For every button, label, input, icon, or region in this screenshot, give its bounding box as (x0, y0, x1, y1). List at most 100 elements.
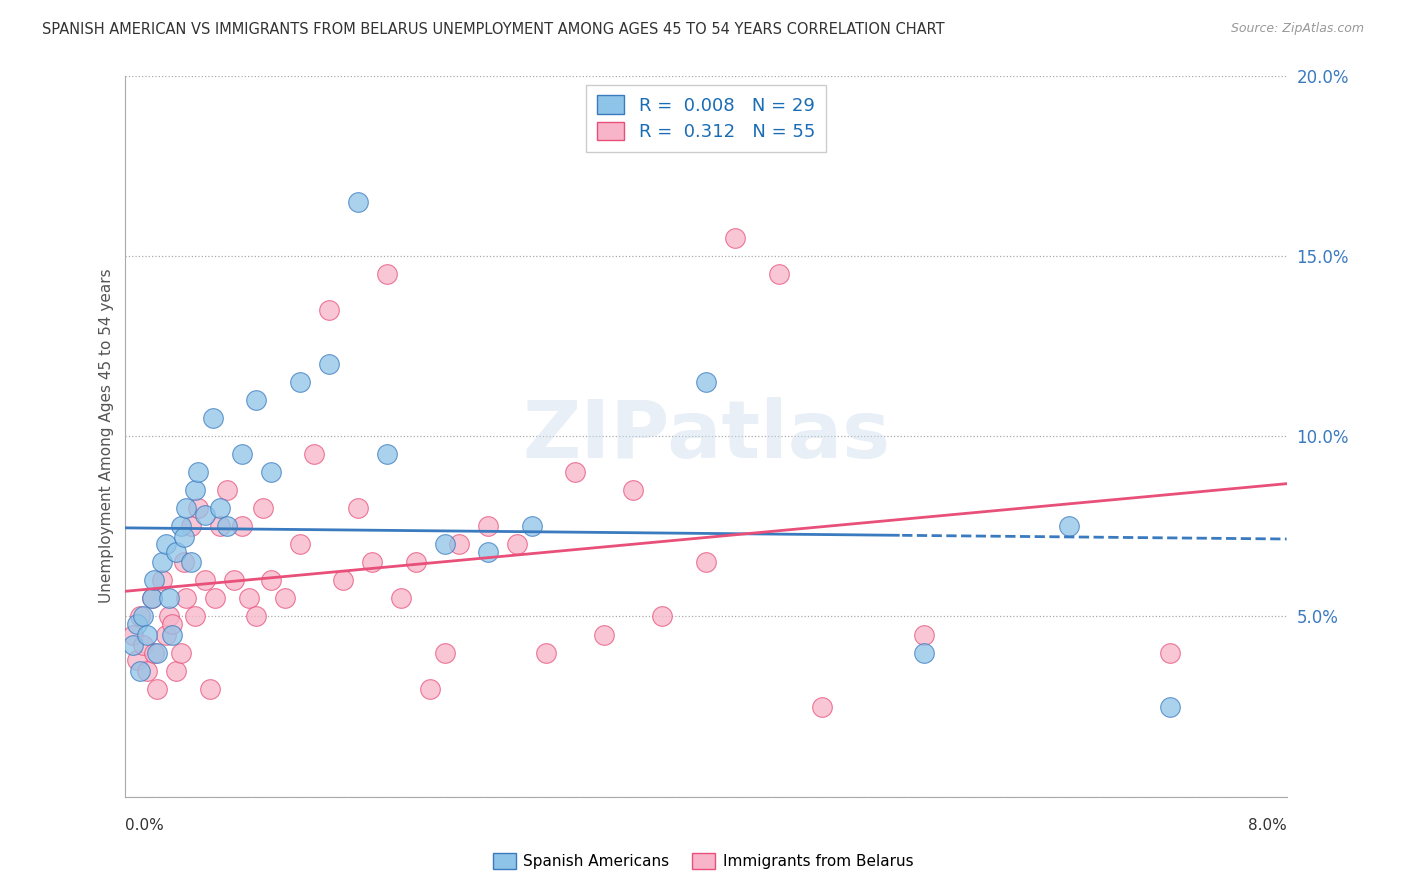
Point (176, 501, 198, 516)
Point (136, 664, 159, 678)
Point (259, 465, 281, 479)
Point (593, 627, 616, 641)
Point (204, 591, 226, 606)
Point (184, 483, 207, 498)
Point (1057, 519, 1080, 533)
Point (389, 591, 412, 606)
Point (623, 483, 645, 498)
Point (695, 555, 717, 569)
Point (433, 537, 456, 551)
Point (184, 609, 207, 624)
Point (173, 555, 195, 569)
Point (288, 375, 311, 389)
Point (477, 519, 499, 533)
Point (238, 591, 260, 606)
Point (121, 627, 143, 641)
Point (231, 519, 253, 533)
Point (129, 664, 152, 678)
Point (245, 393, 267, 408)
Point (217, 519, 239, 533)
Point (477, 544, 499, 558)
Point (695, 375, 717, 389)
Point (346, 501, 368, 516)
Point (208, 501, 231, 516)
Point (217, 483, 239, 498)
Point (208, 519, 231, 533)
Point (449, 537, 471, 551)
Point (129, 609, 152, 624)
Point (1159, 699, 1181, 714)
Point (143, 646, 166, 660)
Point (187, 465, 209, 479)
Point (187, 501, 209, 516)
Legend: R =  0.008   N = 29, R =  0.312   N = 55: R = 0.008 N = 29, R = 0.312 N = 55 (586, 85, 825, 153)
Point (768, 267, 790, 281)
Point (419, 681, 441, 696)
Point (651, 609, 673, 624)
Point (318, 302, 340, 317)
Point (180, 555, 202, 569)
Point (536, 646, 558, 660)
Point (121, 638, 143, 652)
Legend: Spanish Americans, Immigrants from Belarus: Spanish Americans, Immigrants from Belar… (486, 847, 920, 875)
Point (245, 609, 267, 624)
Point (912, 627, 935, 641)
Point (173, 530, 195, 544)
Point (506, 537, 529, 551)
Point (165, 664, 187, 678)
Point (180, 519, 202, 533)
Point (361, 555, 384, 569)
Point (252, 501, 274, 516)
Point (433, 646, 456, 660)
Point (405, 555, 427, 569)
Point (724, 231, 747, 245)
Point (132, 638, 155, 652)
Point (375, 447, 398, 461)
Point (198, 681, 221, 696)
Point (811, 699, 834, 714)
Point (141, 591, 163, 606)
Text: Source: ZipAtlas.com: Source: ZipAtlas.com (1230, 22, 1364, 36)
Point (155, 537, 177, 551)
Text: SPANISH AMERICAN VS IMMIGRANTS FROM BELARUS UNEMPLOYMENT AMONG AGES 45 TO 54 YEA: SPANISH AMERICAN VS IMMIGRANTS FROM BELA… (42, 22, 945, 37)
Point (136, 627, 159, 641)
Point (302, 447, 325, 461)
Text: 8.0%: 8.0% (1249, 819, 1286, 833)
Point (224, 574, 246, 588)
Point (157, 609, 180, 624)
Point (150, 574, 173, 588)
Point (125, 616, 148, 631)
Point (346, 194, 368, 209)
Text: ZIPatlas: ZIPatlas (522, 397, 890, 475)
Y-axis label: Unemployment Among Ages 45 to 54 years: Unemployment Among Ages 45 to 54 years (100, 268, 114, 604)
Point (169, 646, 191, 660)
Point (274, 591, 297, 606)
Point (155, 627, 177, 641)
Point (141, 591, 163, 606)
Point (201, 411, 224, 425)
Point (332, 574, 354, 588)
Point (231, 447, 253, 461)
Point (132, 609, 155, 624)
Point (375, 267, 398, 281)
Point (150, 555, 173, 569)
Point (288, 537, 311, 551)
Point (157, 591, 180, 606)
Point (143, 574, 166, 588)
Point (146, 646, 169, 660)
Point (318, 357, 340, 371)
Text: 0.0%: 0.0% (125, 819, 165, 833)
Point (146, 681, 169, 696)
Point (169, 519, 191, 533)
Point (125, 653, 148, 667)
Point (160, 616, 183, 631)
Point (520, 519, 543, 533)
Point (259, 574, 281, 588)
Point (1159, 646, 1181, 660)
Point (912, 646, 935, 660)
Point (160, 627, 183, 641)
Point (165, 544, 187, 558)
Point (176, 591, 198, 606)
Point (564, 465, 586, 479)
Point (194, 508, 217, 523)
